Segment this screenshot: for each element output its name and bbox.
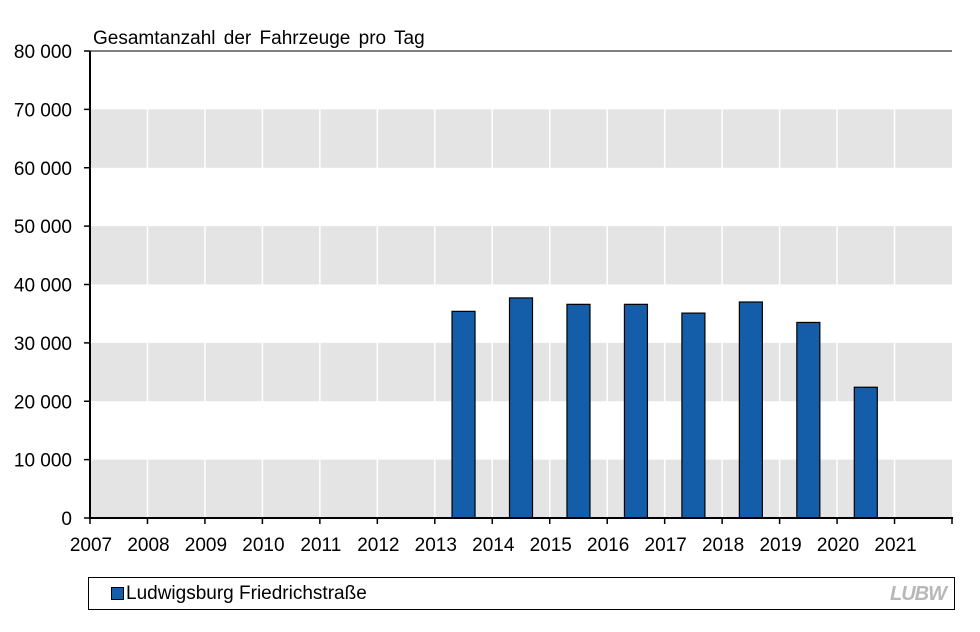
x-tick-label: 2013 — [415, 535, 457, 556]
chart-title: Gesamtanzahl der Fahrzeuge pro Tag — [93, 28, 425, 49]
x-tick-label: 2015 — [530, 535, 572, 556]
x-tick-label: 2011 — [300, 535, 341, 556]
y-tick-label: 70 000 — [14, 100, 72, 121]
legend-swatch — [111, 587, 124, 600]
x-tick-label: 2007 — [70, 535, 112, 556]
x-tick-label: 2018 — [702, 535, 744, 556]
bar-2018 — [738, 301, 763, 519]
x-tick-label: 2008 — [127, 535, 169, 556]
x-tick-label: 2009 — [185, 535, 227, 556]
x-tick-label: 2014 — [472, 535, 515, 556]
bar-2015 — [566, 303, 591, 519]
bar-2019 — [796, 321, 821, 519]
y-tick-label: 40 000 — [14, 276, 72, 297]
y-tick-label: 50 000 — [14, 217, 72, 238]
x-tick-label: 2021 — [874, 535, 916, 556]
x-tick-label: 2020 — [817, 535, 859, 556]
x-tick-label: 2016 — [587, 535, 629, 556]
grid-band — [90, 226, 952, 285]
y-tick-label: 10 000 — [14, 451, 72, 472]
legend-label: Ludwigsburg Friedrichstraße — [126, 583, 367, 604]
x-tick-label: 2010 — [242, 535, 284, 556]
y-tick-label: 20 000 — [14, 392, 72, 413]
bar-2016 — [623, 303, 649, 519]
x-tick-label: 2012 — [357, 535, 399, 556]
x-tick-label: 2019 — [759, 535, 801, 556]
y-tick-label: 0 — [61, 509, 72, 530]
bar-2020 — [853, 386, 878, 519]
bar-2017 — [681, 312, 706, 519]
y-tick-label: 60 000 — [14, 159, 72, 180]
lubw-logo: LUBW — [890, 583, 947, 605]
y-tick-label: 30 000 — [14, 334, 72, 355]
y-tick-label: 80 000 — [14, 42, 72, 63]
bar-2014 — [508, 297, 534, 519]
bar-2013 — [451, 310, 476, 519]
x-tick-label: 2017 — [645, 535, 687, 556]
grid-band — [90, 109, 952, 168]
legend: Ludwigsburg Friedrichstraße LUBW — [88, 577, 955, 610]
